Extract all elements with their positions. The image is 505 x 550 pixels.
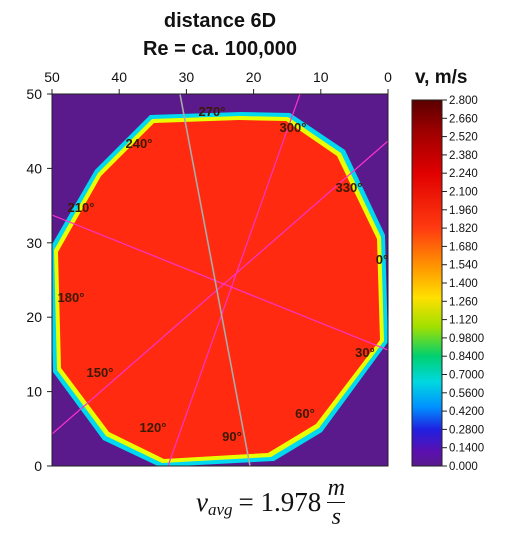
colorbar-tick-label: 2.240	[449, 168, 478, 180]
formula-unit: m s	[327, 475, 346, 530]
x-tick-label: 0	[384, 69, 392, 85]
velocity-core	[58, 120, 380, 459]
colorbar-tick-label: 1.400	[449, 278, 478, 290]
colorbar-tick-label: 0.1400	[449, 443, 484, 455]
angle-label: 300°	[280, 120, 307, 135]
colorbar-tick-label: 1.960	[449, 205, 478, 217]
chart-title: distance 6D	[163, 10, 277, 32]
angle-label: 30°	[355, 345, 375, 360]
angle-label: 330°	[336, 180, 363, 195]
colorbar-tick-label: 2.800	[449, 95, 478, 107]
colorbar-tick-label: 2.380	[449, 150, 478, 162]
colorbar-tick-label: 2.520	[449, 132, 478, 144]
unit-denominator: s	[331, 504, 341, 530]
formula-subscript: avg	[207, 499, 233, 519]
angle-label: 90°	[222, 429, 242, 444]
colorbar	[411, 99, 443, 467]
y-tick-label: 30	[26, 235, 42, 251]
x-tick-label: 30	[179, 69, 195, 85]
angle-label: 210°	[68, 200, 95, 215]
y-tick-label: 50	[26, 86, 42, 102]
angle-label: 120°	[140, 420, 167, 435]
colorbar-tick-label: 0.2800	[449, 424, 484, 436]
y-axis: 0 10 20 30 40 50	[26, 86, 52, 474]
angle-labels: 0° 30° 60° 90° 120° 150° 180° 210° 240° 270° 300° 3…	[58, 104, 389, 444]
x-tick-label: 20	[246, 69, 262, 85]
colorbar-tick-label: 2.100	[449, 187, 478, 199]
colorbar-tick-label: 0.9800	[449, 333, 484, 345]
x-tick-label: 50	[44, 69, 60, 85]
colorbar-tick-label: 1.820	[449, 223, 478, 235]
angle-label: 270°	[199, 104, 226, 119]
average-velocity-formula: v avg = 1.978 m s	[196, 475, 346, 530]
colorbar-label: v, m/s	[415, 67, 467, 88]
angle-label: 150°	[87, 365, 114, 380]
colorbar-tick-label: 0.4200	[449, 406, 484, 418]
colorbar-tick-label: 0.000	[449, 461, 478, 473]
colorbar-tick-label: 1.540	[449, 260, 478, 272]
x-tick-label: 10	[313, 69, 329, 85]
formula-value: = 1.978	[238, 487, 322, 517]
angle-label: 0°	[376, 252, 388, 267]
colorbar-tick-label: 2.660	[449, 113, 478, 125]
angle-label: 60°	[295, 406, 315, 421]
x-axis: 50 40 30 20 10 0	[44, 69, 392, 94]
x-tick-label: 40	[111, 69, 127, 85]
angle-label: 240°	[126, 136, 153, 151]
colorbar-tick-label: 0.7000	[449, 370, 484, 382]
chart-subtitle: Re = ca. 100,000	[142, 38, 297, 60]
diameter-lines	[52, 94, 388, 466]
colorbar-ticks: 2.800 2.660 2.520 2.380 2.240 2.100 1.960 1.820…	[442, 95, 484, 473]
colorbar-tick-label: 1.260	[449, 296, 478, 308]
unit-numerator: m	[327, 475, 345, 501]
y-tick-label: 20	[26, 309, 42, 325]
plot-frame	[51, 93, 389, 467]
formula-symbol: v	[196, 487, 208, 517]
y-tick-label: 0	[34, 458, 42, 474]
velocity-field	[52, 112, 388, 466]
y-tick-label: 10	[26, 384, 42, 400]
colorbar-tick-label: 0.8400	[449, 351, 484, 363]
y-tick-label: 40	[26, 160, 42, 176]
colorbar-tick-label: 1.120	[449, 315, 478, 327]
colorbar-tick-label: 0.5600	[449, 388, 484, 400]
angle-label: 180°	[58, 290, 85, 305]
colorbar-tick-label: 1.680	[449, 241, 478, 253]
